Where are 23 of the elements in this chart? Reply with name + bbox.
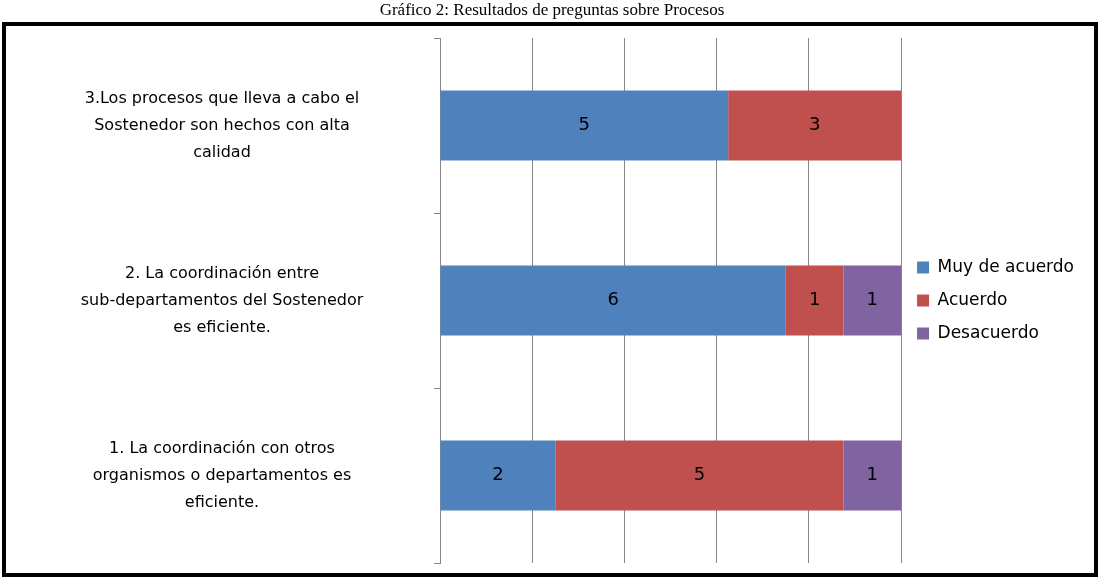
data-label: 3 xyxy=(808,113,821,135)
chart-title: Gráfico 2: Resultados de preguntas sobre Procesos xyxy=(378,0,726,20)
bar xyxy=(440,440,556,511)
data-label: 1 xyxy=(808,288,821,310)
legend-label: Desacuerdo xyxy=(937,321,1039,342)
y-tick-label: 1. La coordinación con otros organismos o departamentos es eficiente. xyxy=(92,437,352,511)
bar xyxy=(843,440,902,511)
data-label: 1 xyxy=(866,288,878,310)
data-label: 1 xyxy=(866,463,878,485)
bar xyxy=(555,440,844,511)
bar xyxy=(440,90,729,161)
y-tick-label: 3.Los procesos que lleva a cabo el Sostenedor son hechos con alta calidad xyxy=(84,87,360,161)
data-label: 5 xyxy=(693,463,706,485)
bar xyxy=(785,265,844,336)
legend-label: Muy de acuerdo xyxy=(937,255,1075,276)
data-label: 2 xyxy=(492,463,504,485)
bar xyxy=(440,265,786,336)
bar xyxy=(728,90,902,161)
bar xyxy=(843,265,902,336)
data-label: 5 xyxy=(578,113,591,135)
legend-label: Acuerdo xyxy=(937,288,1008,309)
y-tick-label: 2. La coordinación entre sub-departamentos del Sostenedor es eficiente. xyxy=(80,262,364,336)
data-label: 6 xyxy=(607,288,619,310)
